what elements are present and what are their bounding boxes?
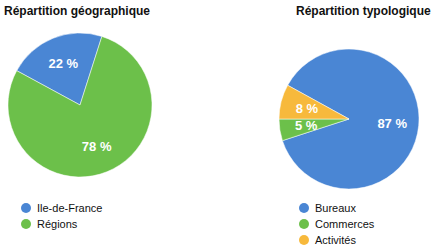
data-label: 78 %: [82, 139, 112, 154]
chart-title: Répartition typologique: [296, 4, 431, 18]
data-labels: 87 % 5 % 8 %: [295, 101, 408, 134]
legend-label: Bureaux: [315, 202, 356, 214]
legend-swatch: [299, 235, 309, 245]
legend-swatch: [21, 219, 31, 229]
data-label: 22 %: [49, 56, 79, 71]
legend-item: Ile-de-France: [21, 202, 102, 214]
pie-slice: [282, 49, 419, 189]
legend-item: Activités: [299, 234, 356, 246]
legend-swatch: [299, 219, 309, 229]
pie-chart: Répartition typologique 87 % 5 % 8 % Bureaux…: [279, 4, 431, 246]
legend: Ile-de-France Régions: [21, 202, 102, 230]
legend-label: Activités: [315, 234, 356, 246]
data-label: 5 %: [295, 118, 318, 133]
data-labels: 22 % 78 %: [49, 56, 112, 154]
data-label: 8 %: [296, 101, 319, 116]
chart-canvas: Répartition géographique 22 % 78 % Ile-de-F…: [0, 0, 435, 246]
pie-slice: [279, 85, 349, 119]
legend-item: Régions: [21, 218, 78, 230]
pie-slices: [8, 33, 152, 177]
legend-swatch: [21, 203, 31, 213]
pie-slice: [279, 119, 349, 141]
legend-item: Commerces: [299, 218, 375, 230]
legend-swatch: [299, 203, 309, 213]
legend: Bureaux Commerces Activités: [299, 202, 375, 246]
pie-chart: Répartition géographique 22 % 78 % Ile-de-F…: [4, 4, 152, 230]
chart-title: Répartition géographique: [4, 4, 150, 18]
legend-label: Ile-de-France: [37, 202, 102, 214]
legend-label: Régions: [37, 218, 78, 230]
data-label: 87 %: [377, 116, 407, 131]
legend-item: Bureaux: [299, 202, 356, 214]
pie-slice: [8, 36, 152, 177]
pie-slices: [279, 49, 419, 189]
legend-label: Commerces: [315, 218, 375, 230]
